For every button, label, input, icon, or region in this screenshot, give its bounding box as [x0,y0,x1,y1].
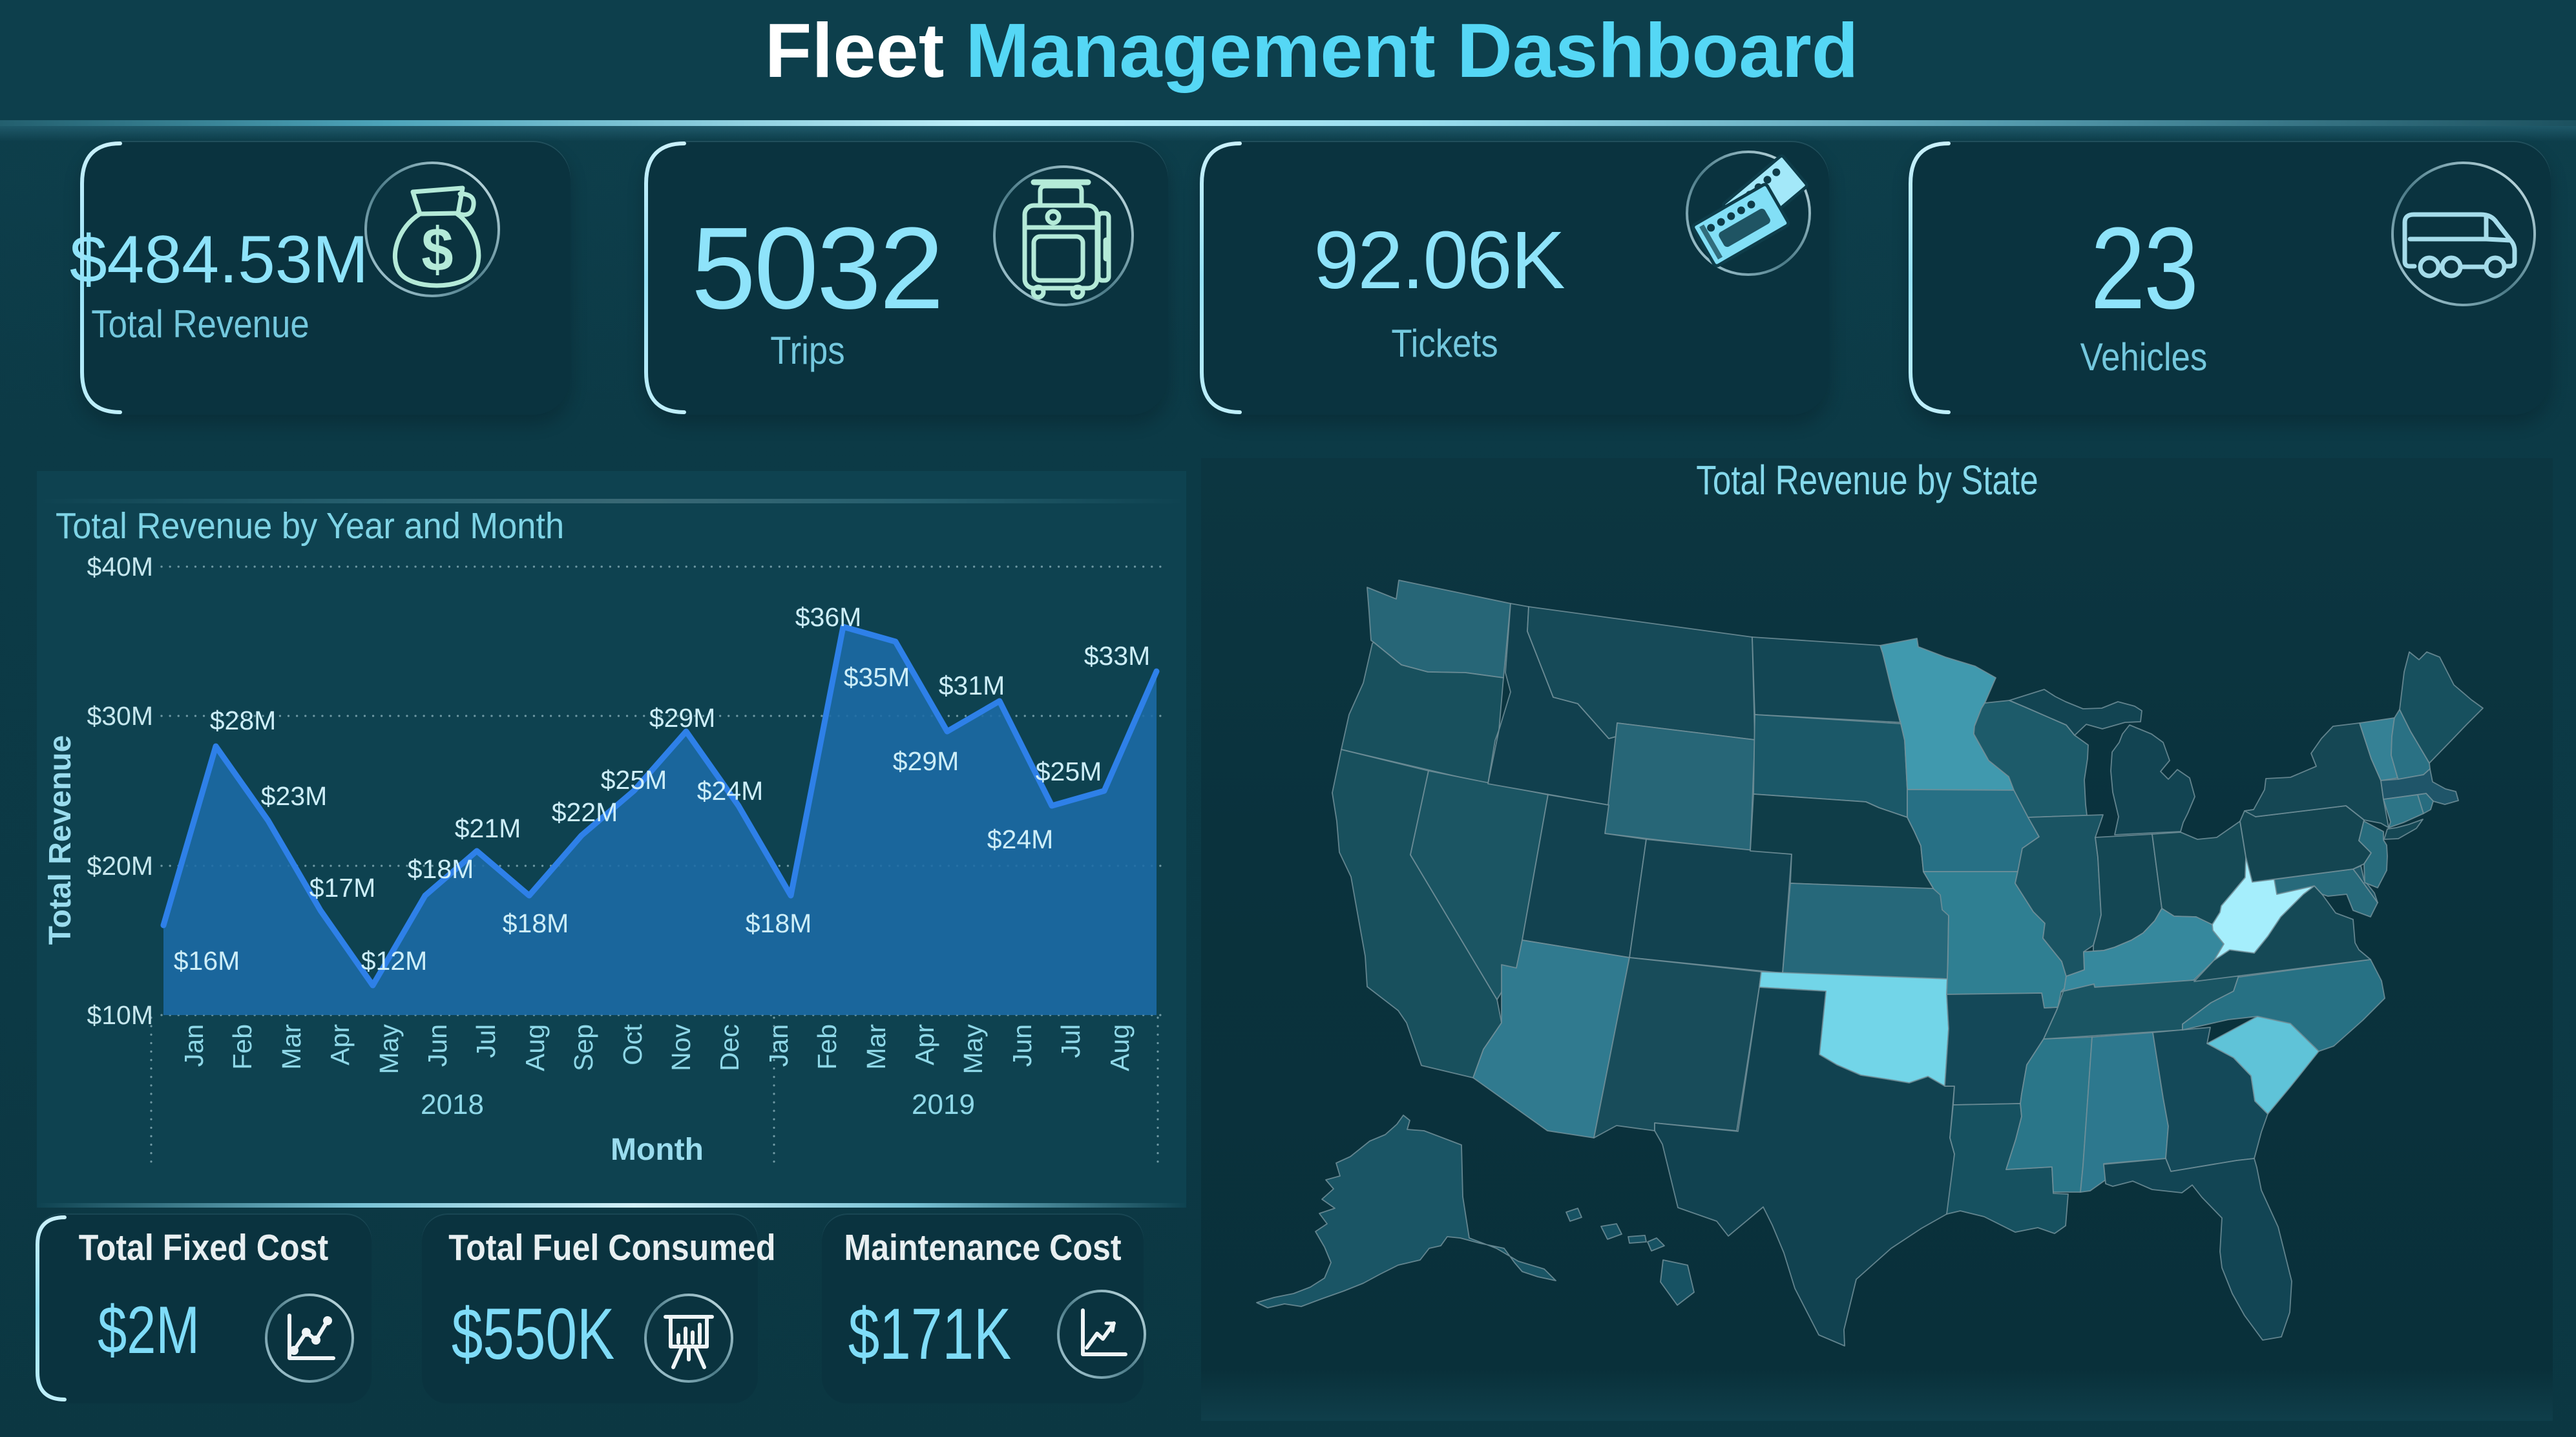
svg-text:$: $ [421,215,453,284]
svg-text:$35M: $35M [844,662,910,692]
svg-text:$31M: $31M [939,671,1005,700]
svg-text:Jun: Jun [423,1024,452,1067]
svg-text:$33M: $33M [1084,641,1151,671]
svg-text:Apr: Apr [910,1024,939,1065]
svg-text:$28M: $28M [210,706,277,735]
svg-text:$18M: $18M [503,908,569,938]
svg-text:$29M: $29M [649,703,716,733]
svg-text:Dec: Dec [715,1024,744,1071]
svg-text:May: May [374,1024,404,1075]
svg-text:$24M: $24M [697,776,764,806]
svg-text:Total Revenue: Total Revenue [43,735,78,945]
svg-text:$25M: $25M [601,765,667,795]
svg-text:2019: 2019 [912,1089,975,1120]
svg-text:$23M: $23M [261,781,328,811]
svg-text:Feb: Feb [812,1024,842,1070]
svg-text:$10M: $10M [87,1000,153,1030]
svg-text:$22M: $22M [552,797,618,827]
svg-text:Apr: Apr [325,1024,355,1065]
svg-text:$24M: $24M [987,824,1054,854]
svg-text:Aug: Aug [520,1024,550,1071]
svg-text:$36M: $36M [795,602,862,632]
svg-text:Jan: Jan [764,1024,793,1067]
svg-text:Nov: Nov [666,1024,696,1071]
svg-text:$20M: $20M [87,851,153,881]
svg-text:$17M: $17M [309,873,376,903]
svg-text:$29M: $29M [893,746,959,776]
svg-text:Sep: Sep [569,1024,598,1071]
svg-text:Jul: Jul [1056,1024,1085,1058]
svg-text:Feb: Feb [227,1024,257,1070]
svg-text:Jan: Jan [179,1024,209,1067]
svg-text:Jul: Jul [471,1024,501,1058]
svg-text:$21M: $21M [455,813,521,843]
svg-text:$16M: $16M [174,946,240,976]
svg-text:Mar: Mar [277,1024,306,1070]
svg-text:2018: 2018 [421,1089,484,1120]
svg-text:$18M: $18M [408,854,474,884]
svg-text:$18M: $18M [746,908,812,938]
svg-text:$12M: $12M [361,946,428,976]
svg-text:Month: Month [611,1133,704,1167]
svg-text:$30M: $30M [87,701,153,731]
svg-text:$40M: $40M [87,552,153,582]
svg-text:May: May [958,1024,988,1075]
svg-text:Mar: Mar [861,1024,891,1070]
svg-text:Aug: Aug [1105,1024,1135,1071]
svg-text:Oct: Oct [618,1023,647,1065]
svg-text:$25M: $25M [1036,757,1102,786]
svg-text:Jun: Jun [1007,1024,1037,1067]
